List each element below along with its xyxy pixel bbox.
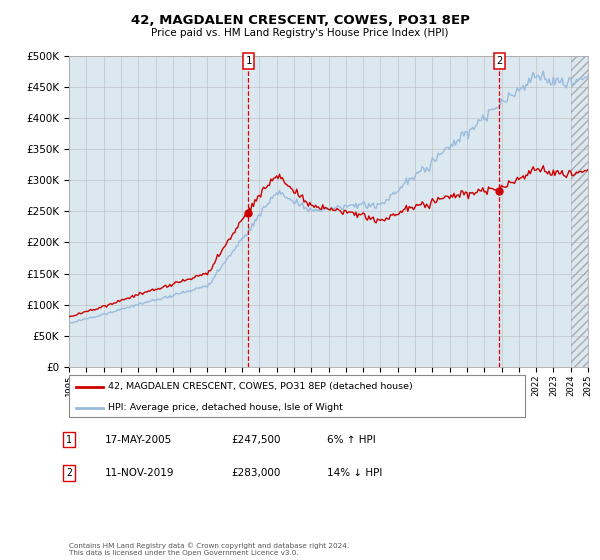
- Text: 14% ↓ HPI: 14% ↓ HPI: [327, 468, 382, 478]
- Text: 2: 2: [66, 468, 72, 478]
- Text: 1: 1: [66, 435, 72, 445]
- FancyBboxPatch shape: [69, 375, 525, 417]
- Text: 11-NOV-2019: 11-NOV-2019: [105, 468, 175, 478]
- Text: HPI: Average price, detached house, Isle of Wight: HPI: Average price, detached house, Isle…: [108, 403, 343, 413]
- Text: 17-MAY-2005: 17-MAY-2005: [105, 435, 172, 445]
- Text: 42, MAGDALEN CRESCENT, COWES, PO31 8EP: 42, MAGDALEN CRESCENT, COWES, PO31 8EP: [131, 14, 469, 27]
- Text: Contains HM Land Registry data © Crown copyright and database right 2024.
This d: Contains HM Land Registry data © Crown c…: [69, 542, 349, 556]
- Text: Price paid vs. HM Land Registry's House Price Index (HPI): Price paid vs. HM Land Registry's House …: [151, 28, 449, 38]
- Text: 42, MAGDALEN CRESCENT, COWES, PO31 8EP (detached house): 42, MAGDALEN CRESCENT, COWES, PO31 8EP (…: [108, 382, 413, 391]
- Text: £283,000: £283,000: [231, 468, 280, 478]
- Text: 6% ↑ HPI: 6% ↑ HPI: [327, 435, 376, 445]
- Bar: [571, 56, 588, 367]
- Text: £247,500: £247,500: [231, 435, 281, 445]
- Text: 1: 1: [245, 56, 251, 66]
- Text: 2: 2: [496, 56, 502, 66]
